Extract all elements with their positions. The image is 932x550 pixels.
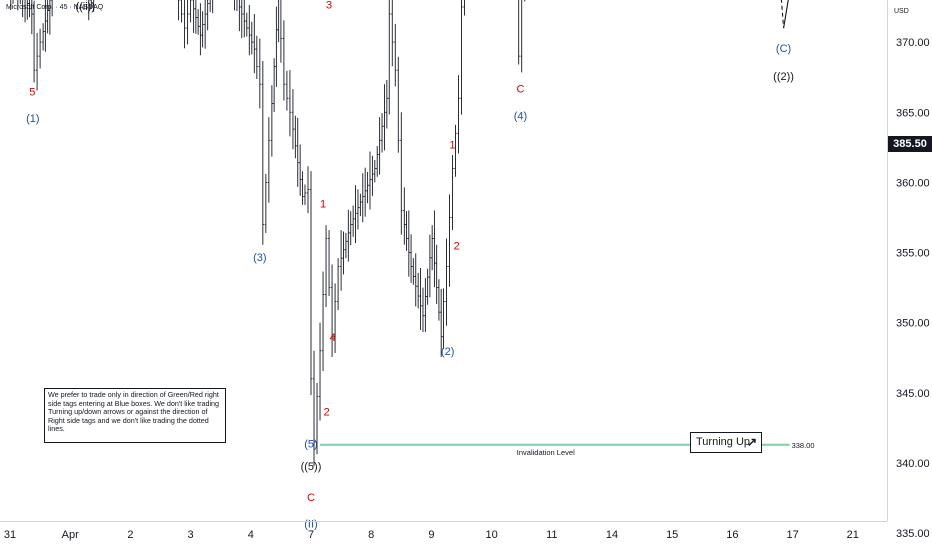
projection-dashed-line — [780, 0, 785, 29]
x-tick-label: 2 — [127, 529, 133, 541]
x-tick-label: 14 — [606, 529, 618, 541]
y-tick-label: 335.00 — [896, 528, 930, 540]
x-tick-label: 31 — [4, 529, 16, 541]
disclaimer-box: We prefer to trade only in direction of … — [44, 388, 226, 443]
y-tick-label: 355.00 — [896, 248, 930, 260]
x-tick-label: 11 — [546, 529, 557, 541]
currency-label[interactable]: USD — [894, 8, 909, 15]
wave-label: ((2)) — [773, 71, 794, 83]
y-tick-label: 360.00 — [896, 177, 930, 189]
wave-label: 2 — [454, 241, 460, 253]
turning-up-box: Turning Up ↗ — [690, 432, 762, 453]
invalidation-value: 338.00 — [792, 441, 815, 450]
y-tick-label: 350.00 — [896, 318, 930, 330]
current-price-tag: 385.50 — [888, 136, 932, 152]
invalidation-label: Invalidation Level — [517, 448, 575, 457]
x-tick-label: 15 — [666, 529, 678, 541]
projection-solid-line — [783, 0, 789, 29]
arrow-up-right-icon: ↗ — [746, 435, 757, 449]
wave-label: (3) — [253, 252, 266, 264]
x-tick-label: 17 — [786, 529, 798, 541]
x-tick-label: 16 — [726, 529, 738, 541]
x-tick-label: 9 — [428, 529, 434, 541]
y-tick-label: 365.00 — [896, 107, 930, 119]
wave-label: 3 — [326, 0, 332, 11]
x-tick-label: 7 — [308, 529, 314, 541]
turning-up-label: Turning Up — [696, 436, 751, 448]
wave-label: (4) — [514, 110, 527, 122]
wave-label: 2 — [324, 406, 330, 418]
wave-label: (5) — [304, 439, 317, 451]
wave-label: (C) — [776, 43, 791, 55]
x-tick-label: 8 — [368, 529, 374, 541]
wave-label: ((ii)) — [75, 1, 95, 13]
time-axis-border — [0, 521, 887, 522]
x-tick-label: 10 — [485, 529, 497, 541]
y-tick-label: 370.00 — [896, 37, 930, 49]
wave-label: (2) — [441, 346, 454, 358]
wave-label: C — [517, 84, 525, 96]
y-tick-label: 345.00 — [896, 388, 930, 400]
wave-label: 5 — [29, 86, 35, 98]
x-tick-label: 3 — [188, 529, 194, 541]
wave-label: (1) — [26, 113, 39, 125]
wave-label: 1 — [449, 140, 455, 152]
x-tick-label: Apr — [62, 529, 79, 541]
wave-label: 4 — [330, 332, 336, 344]
x-tick-label: 4 — [248, 529, 254, 541]
chart-title: Microsoft Corp. · 45 · NASDAQ — [6, 4, 104, 11]
wave-label: C — [307, 492, 315, 504]
price-axis-border — [887, 0, 888, 521]
wave-label: ((5)) — [301, 461, 322, 473]
y-tick-label: 340.00 — [896, 458, 930, 470]
wave-label: 1 — [320, 199, 326, 211]
x-tick-label: 21 — [847, 529, 859, 541]
